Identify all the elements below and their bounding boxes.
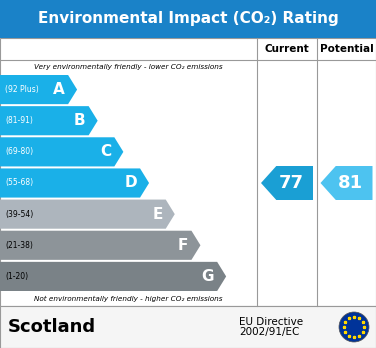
Polygon shape (0, 262, 226, 291)
Text: (69-80): (69-80) (5, 147, 33, 156)
Text: Very environmentally friendly - lower CO₂ emissions: Very environmentally friendly - lower CO… (34, 64, 223, 70)
Bar (0, 306, 376, 348)
Text: Current: Current (265, 44, 309, 54)
Text: Environmental Impact (CO₂) Rating: Environmental Impact (CO₂) Rating (38, 11, 338, 26)
Polygon shape (320, 166, 373, 200)
Text: (21-38): (21-38) (5, 241, 33, 250)
Text: (39-54): (39-54) (5, 209, 33, 219)
Text: D: D (124, 175, 137, 190)
Text: 2002/91/EC: 2002/91/EC (239, 327, 299, 337)
Text: B: B (74, 113, 86, 128)
Text: 81: 81 (338, 174, 363, 192)
Text: C: C (100, 144, 111, 159)
Polygon shape (0, 106, 98, 135)
Circle shape (339, 312, 369, 342)
Text: E: E (152, 207, 163, 222)
Text: 77: 77 (278, 174, 303, 192)
Polygon shape (0, 75, 77, 104)
Text: (1-20): (1-20) (5, 272, 28, 281)
Text: (81-91): (81-91) (5, 116, 33, 125)
Text: Potential: Potential (320, 44, 373, 54)
Text: Not environmentally friendly - higher CO₂ emissions: Not environmentally friendly - higher CO… (34, 296, 223, 302)
Bar (0, 38, 376, 306)
Text: EU Directive: EU Directive (239, 317, 303, 327)
Bar (0, 0, 376, 38)
Polygon shape (261, 166, 313, 200)
Polygon shape (0, 231, 200, 260)
Text: (92 Plus): (92 Plus) (5, 85, 39, 94)
Text: Scotland: Scotland (8, 318, 96, 336)
Polygon shape (0, 137, 123, 166)
Polygon shape (0, 199, 175, 229)
Text: G: G (202, 269, 214, 284)
Text: F: F (178, 238, 188, 253)
Polygon shape (0, 168, 149, 198)
Text: (55-68): (55-68) (5, 179, 33, 188)
Text: A: A (53, 82, 65, 97)
